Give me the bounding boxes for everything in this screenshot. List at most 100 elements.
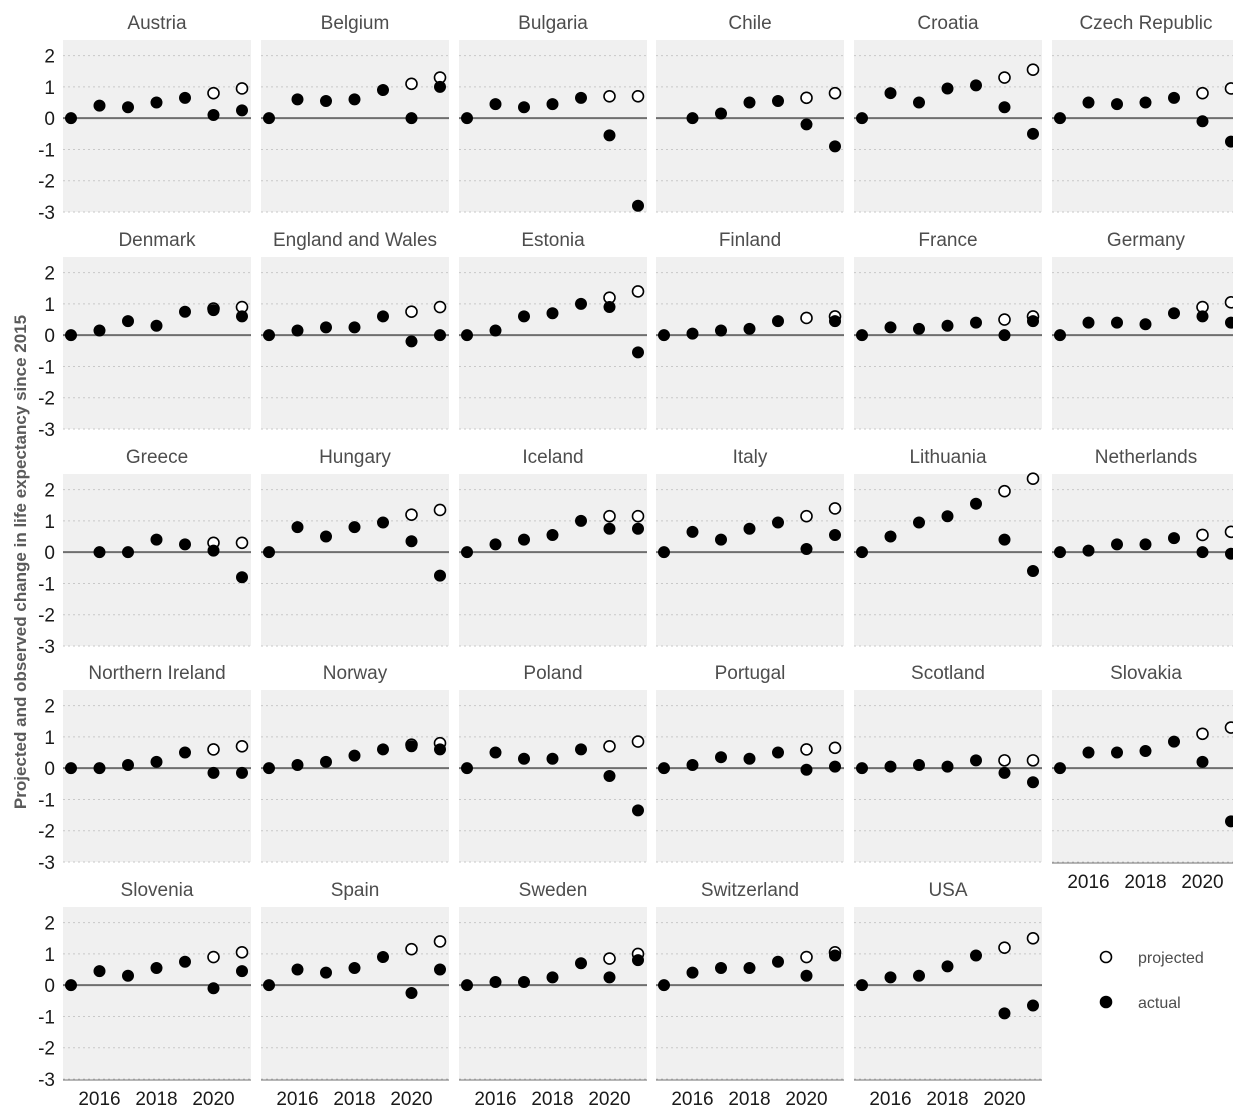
y-tick-label: -1 bbox=[38, 574, 55, 595]
panel-iceland: Iceland bbox=[459, 447, 647, 647]
actual-point bbox=[970, 949, 982, 962]
actual-point bbox=[93, 546, 106, 559]
panel-background bbox=[854, 257, 1042, 429]
actual-point bbox=[434, 963, 446, 976]
actual-point bbox=[405, 987, 418, 999]
actual-point bbox=[518, 533, 530, 546]
actual-point bbox=[461, 762, 473, 775]
actual-point bbox=[207, 304, 220, 317]
x-tick-label: 2018 bbox=[135, 1089, 177, 1106]
actual-point bbox=[405, 335, 418, 348]
panel-sweden: Sweden 2016 2018 2020 bbox=[459, 880, 647, 1106]
y-tick-label: -2 bbox=[38, 172, 55, 193]
x-tick-label: 2018 bbox=[531, 1089, 573, 1106]
actual-point bbox=[743, 752, 756, 765]
y-axis-label: Projected and observed change in life ex… bbox=[11, 315, 30, 809]
panel-title: Lithuania bbox=[909, 447, 987, 468]
actual-point bbox=[1225, 815, 1233, 828]
actual-point bbox=[1082, 96, 1095, 109]
actual-point bbox=[434, 743, 446, 756]
actual-point bbox=[941, 82, 954, 95]
projected-point bbox=[433, 935, 447, 948]
actual-point bbox=[603, 971, 616, 984]
actual-point bbox=[263, 329, 275, 342]
panel-netherlands: Netherlands bbox=[1052, 447, 1233, 647]
actual-point bbox=[800, 969, 813, 982]
projected-point bbox=[631, 285, 645, 298]
actual-point bbox=[800, 763, 813, 776]
actual-point bbox=[518, 310, 530, 323]
actual-point bbox=[632, 346, 644, 359]
actual-point bbox=[575, 91, 587, 104]
actual-point bbox=[434, 80, 446, 93]
y-tick-label: -1 bbox=[38, 357, 55, 378]
projected-point bbox=[998, 484, 1011, 498]
actual-point bbox=[291, 963, 304, 976]
panel-title: Northern Ireland bbox=[88, 663, 225, 684]
actual-point bbox=[291, 93, 304, 106]
actual-point bbox=[179, 746, 191, 759]
projected-point bbox=[1224, 721, 1233, 734]
panel-background bbox=[1052, 474, 1233, 646]
actual-point bbox=[686, 525, 699, 538]
actual-point bbox=[884, 530, 897, 543]
actual-point bbox=[772, 94, 784, 107]
actual-point bbox=[377, 951, 389, 964]
actual-point bbox=[320, 94, 332, 107]
actual-point bbox=[1225, 547, 1233, 560]
actual-point bbox=[65, 112, 77, 125]
actual-point bbox=[829, 528, 841, 541]
projected-point bbox=[433, 503, 447, 517]
actual-point bbox=[236, 571, 248, 584]
projected-point bbox=[235, 946, 249, 959]
actual-point bbox=[743, 96, 756, 109]
y-tick-label: -1 bbox=[38, 790, 55, 811]
actual-point bbox=[743, 322, 756, 335]
y-tick-label: -1 bbox=[38, 140, 55, 161]
actual-point bbox=[263, 546, 275, 559]
actual-point bbox=[405, 535, 418, 548]
legend-entry-projected: projected bbox=[1099, 950, 1204, 967]
actual-point bbox=[348, 93, 361, 106]
actual-point bbox=[772, 516, 784, 529]
actual-point bbox=[65, 762, 77, 775]
actual-point bbox=[715, 751, 727, 764]
panel-title: Sweden bbox=[519, 880, 588, 901]
actual-point bbox=[1054, 329, 1066, 342]
panel-bulgaria: Bulgaria bbox=[459, 13, 647, 213]
y-tick-label: 1 bbox=[44, 728, 55, 749]
actual-point bbox=[348, 749, 361, 762]
y-tick-label: -3 bbox=[38, 203, 55, 224]
panel-background bbox=[261, 40, 449, 212]
panel-background bbox=[854, 474, 1042, 646]
actual-point bbox=[236, 310, 248, 323]
actual-point bbox=[1082, 746, 1095, 759]
y-tick-label: -2 bbox=[38, 822, 55, 843]
actual-point bbox=[715, 961, 727, 974]
actual-point bbox=[122, 315, 134, 328]
actual-point bbox=[150, 961, 163, 974]
x-tick-label: 2016 bbox=[78, 1089, 120, 1106]
panel-chile: Chile bbox=[656, 13, 844, 213]
panel-usa: USA 2016 2018 2020 bbox=[854, 880, 1042, 1106]
actual-point bbox=[603, 129, 616, 142]
projected-point bbox=[433, 300, 447, 314]
panel-background bbox=[656, 690, 844, 862]
actual-point bbox=[377, 84, 389, 97]
actual-point bbox=[93, 324, 106, 337]
actual-point bbox=[941, 960, 954, 973]
actual-point bbox=[829, 315, 841, 328]
panel-norway: Norway bbox=[261, 663, 449, 863]
panel-title: Czech Republic bbox=[1079, 13, 1212, 34]
y-tick-label: 2 bbox=[44, 47, 55, 68]
actual-point bbox=[800, 543, 813, 556]
projected-point bbox=[207, 86, 220, 100]
projected-point bbox=[1224, 525, 1233, 539]
projected-point bbox=[631, 89, 645, 103]
panel-title: England and Wales bbox=[273, 230, 437, 251]
panel-title: Greece bbox=[126, 447, 188, 468]
actual-point bbox=[970, 754, 982, 767]
panel-background bbox=[63, 257, 251, 429]
projected-point bbox=[1196, 727, 1209, 741]
actual-point bbox=[941, 319, 954, 332]
